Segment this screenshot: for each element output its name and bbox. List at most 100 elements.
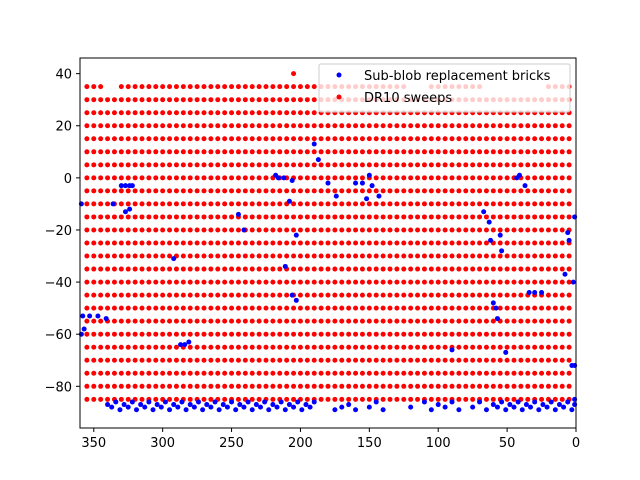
dr10-sweep-point <box>373 292 379 298</box>
dr10-sweep-point <box>532 201 538 207</box>
dr10-sweep-point <box>539 396 545 402</box>
dr10-sweep-point <box>463 383 469 389</box>
dr10-sweep-point <box>387 279 393 285</box>
dr10-sweep-point <box>215 84 221 90</box>
dr10-sweep-point <box>291 214 297 220</box>
dr10-sweep-point <box>408 188 414 194</box>
dr10-sweep-point <box>311 188 317 194</box>
dr10-sweep-point <box>325 149 331 155</box>
dr10-sweep-point <box>153 110 159 116</box>
dr10-sweep-point <box>435 201 441 207</box>
sub-blob-brick-point <box>544 404 550 410</box>
dr10-sweep-point <box>394 266 400 272</box>
dr10-sweep-point <box>401 331 407 337</box>
dr10-sweep-point <box>449 162 455 168</box>
dr10-sweep-point <box>339 357 345 363</box>
dr10-sweep-point <box>463 357 469 363</box>
dr10-sweep-point <box>552 227 558 233</box>
dr10-sweep-point <box>201 136 207 142</box>
dr10-sweep-point <box>346 123 352 129</box>
dr10-sweep-point <box>105 162 111 168</box>
dr10-sweep-point <box>559 123 565 129</box>
dr10-sweep-point <box>490 318 496 324</box>
dr10-sweep-point <box>208 240 214 246</box>
dr10-sweep-point <box>415 175 421 181</box>
dr10-sweep-point <box>435 188 441 194</box>
dr10-sweep-point <box>98 305 104 311</box>
dr10-sweep-point <box>353 201 359 207</box>
dr10-sweep-point <box>339 149 345 155</box>
dr10-sweep-point <box>187 318 193 324</box>
dr10-sweep-point <box>194 318 200 324</box>
dr10-sweep-point <box>291 279 297 285</box>
dr10-sweep-point <box>215 344 221 350</box>
dr10-sweep-point <box>552 253 558 259</box>
dr10-sweep-point <box>442 396 448 402</box>
dr10-sweep-point <box>229 188 235 194</box>
dr10-sweep-point <box>490 201 496 207</box>
dr10-sweep-point <box>408 357 414 363</box>
dr10-sweep-point <box>208 292 214 298</box>
sub-blob-brick-point <box>556 402 562 408</box>
sub-blob-brick-point <box>456 407 462 413</box>
dr10-sweep-point <box>428 175 434 181</box>
dr10-sweep-point <box>139 123 145 129</box>
sub-blob-brick-point <box>122 209 128 215</box>
dr10-sweep-point <box>552 292 558 298</box>
sub-blob-brick-point <box>526 290 532 296</box>
dr10-sweep-point <box>125 344 131 350</box>
dr10-sweep-point <box>160 227 166 233</box>
sub-blob-brick-point <box>307 404 313 410</box>
sub-blob-brick-point <box>186 339 192 345</box>
dr10-sweep-point <box>518 123 524 129</box>
dr10-sweep-point <box>222 305 228 311</box>
dr10-sweep-point <box>435 292 441 298</box>
dr10-sweep-point <box>91 136 97 142</box>
dr10-sweep-point <box>270 188 276 194</box>
dr10-sweep-point <box>146 370 152 376</box>
dr10-sweep-point <box>428 214 434 220</box>
dr10-sweep-point <box>525 305 531 311</box>
dr10-sweep-point <box>408 331 414 337</box>
dr10-sweep-point <box>449 136 455 142</box>
dr10-sweep-point <box>146 344 152 350</box>
dr10-sweep-point <box>291 253 297 259</box>
dr10-sweep-point <box>139 344 145 350</box>
dr10-sweep-point <box>291 201 297 207</box>
dr10-sweep-point <box>84 149 90 155</box>
sub-blob-brick-point <box>127 206 133 212</box>
dr10-sweep-point <box>518 240 524 246</box>
dr10-sweep-point <box>91 396 97 402</box>
dr10-sweep-point <box>339 227 345 233</box>
dr10-sweep-point <box>552 305 558 311</box>
dr10-sweep-point <box>125 201 131 207</box>
dr10-sweep-point <box>387 292 393 298</box>
dr10-sweep-point <box>167 305 173 311</box>
dr10-sweep-point <box>91 331 97 337</box>
dr10-sweep-point <box>380 149 386 155</box>
dr10-sweep-point <box>153 97 159 103</box>
dr10-sweep-point <box>215 383 221 389</box>
dr10-sweep-point <box>167 292 173 298</box>
dr10-sweep-point <box>552 123 558 129</box>
dr10-sweep-point <box>366 331 372 337</box>
dr10-sweep-point <box>559 331 565 337</box>
dr10-sweep-point <box>139 201 145 207</box>
sub-blob-brick-point <box>333 193 339 199</box>
dr10-sweep-point <box>249 331 255 337</box>
dr10-sweep-point <box>146 175 152 181</box>
dr10-sweep-point <box>387 188 393 194</box>
dr10-sweep-point <box>256 253 262 259</box>
dr10-sweep-point <box>325 279 331 285</box>
dr10-sweep-point <box>256 240 262 246</box>
dr10-sweep-point <box>153 396 159 402</box>
dr10-sweep-point <box>256 175 262 181</box>
dr10-sweep-point <box>373 266 379 272</box>
dr10-sweep-point <box>421 175 427 181</box>
dr10-sweep-point <box>125 266 131 272</box>
dr10-sweep-point <box>291 370 297 376</box>
dr10-sweep-point <box>105 149 111 155</box>
dr10-sweep-point <box>456 370 462 376</box>
dr10-sweep-point <box>394 188 400 194</box>
dr10-sweep-point <box>222 253 228 259</box>
